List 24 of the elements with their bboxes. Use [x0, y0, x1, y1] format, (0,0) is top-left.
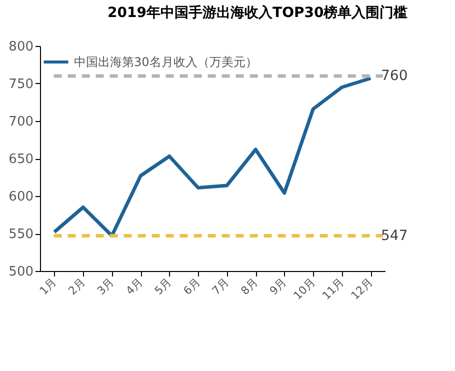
y-tick-label: 550 [8, 227, 34, 242]
x-tick-label: 10月 [291, 276, 318, 302]
line-series [52, 76, 372, 238]
chart-title: 2019年中国手游出海收入TOP30榜单入围门槛 [108, 4, 408, 21]
x-tick-label: 4月 [123, 276, 146, 298]
y-tick-label: 800 [8, 40, 34, 54]
x-tick-label: 2月 [66, 276, 88, 298]
x-tick-label: 6月 [180, 276, 203, 298]
y-tick-label: 500 [8, 264, 34, 280]
x-tick-label: 12月 [348, 276, 376, 302]
y-tick-label: 650 [8, 152, 34, 167]
legend-label: 中国出海第30名月收入（万美元） [74, 55, 258, 69]
ref-line-label: 547 [381, 228, 408, 244]
x-tick-label: 11月 [320, 276, 347, 302]
x-tick-label: 1月 [37, 276, 60, 298]
x-tick-label: 9月 [267, 276, 290, 298]
y-tick-label: 700 [8, 114, 34, 130]
x-tick-label: 5月 [152, 276, 174, 298]
y-tick-label: 750 [8, 77, 34, 92]
x-tick-label: 3月 [94, 276, 117, 298]
ref-line-label: 760 [381, 68, 408, 84]
y-tick-label: 600 [8, 190, 34, 204]
x-tick-label: 7月 [210, 276, 232, 298]
x-tick-label: 8月 [238, 276, 260, 298]
